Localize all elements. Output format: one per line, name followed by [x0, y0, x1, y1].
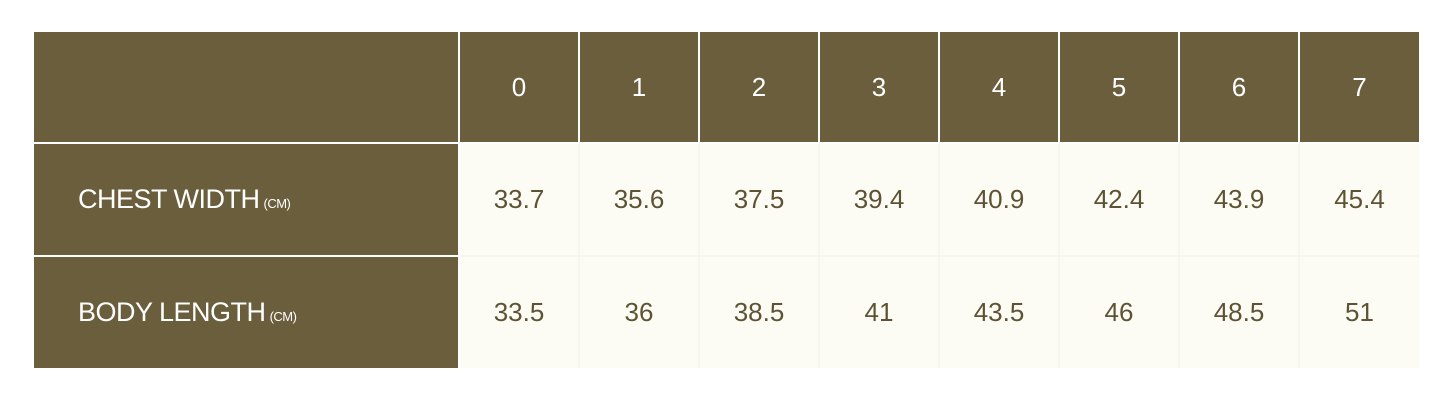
table-cell: 40.9 [938, 142, 1060, 257]
table-cell: 36 [578, 255, 700, 368]
table-cell: 33.5 [458, 255, 580, 368]
table-cell: 35.6 [578, 142, 700, 257]
size-header-5: 5 [1058, 32, 1180, 144]
table-cell: 43.5 [938, 255, 1060, 368]
table-cell: 38.5 [698, 255, 820, 368]
size-header-0: 0 [458, 32, 580, 144]
table-cell: 39.4 [818, 142, 940, 257]
size-header-3: 3 [818, 32, 940, 144]
corner-cell [34, 32, 460, 144]
size-header-2: 2 [698, 32, 820, 144]
row-unit: (CM) [269, 309, 297, 324]
table-cell: 37.5 [698, 142, 820, 257]
table-cell: 41 [818, 255, 940, 368]
size-header-6: 6 [1178, 32, 1300, 144]
table-row: CHEST WIDTH (CM) 33.7 35.6 37.5 39.4 40.9 42.4 4… [34, 142, 1419, 257]
table-cell: 42.4 [1058, 142, 1180, 257]
size-header-1: 1 [578, 32, 700, 144]
row-label: CHEST WIDTH (CM) [34, 142, 460, 257]
row-unit: (CM) [263, 196, 291, 211]
table-cell: 46 [1058, 255, 1180, 368]
table-cell: 33.7 [458, 142, 580, 257]
row-label: BODY LENGTH (CM) [34, 255, 460, 368]
table-cell: 45.4 [1298, 142, 1419, 257]
size-header-4: 4 [938, 32, 1060, 144]
row-label-text: BODY LENGTH [78, 297, 266, 327]
table-cell: 43.9 [1178, 142, 1300, 257]
row-label-text: CHEST WIDTH [78, 184, 260, 214]
table-cell: 51 [1298, 255, 1419, 368]
table-cell: 48.5 [1178, 255, 1300, 368]
size-header-7: 7 [1298, 32, 1419, 144]
table-row: BODY LENGTH (CM) 33.5 36 38.5 41 43.5 46 48.5 51 [34, 255, 1419, 368]
